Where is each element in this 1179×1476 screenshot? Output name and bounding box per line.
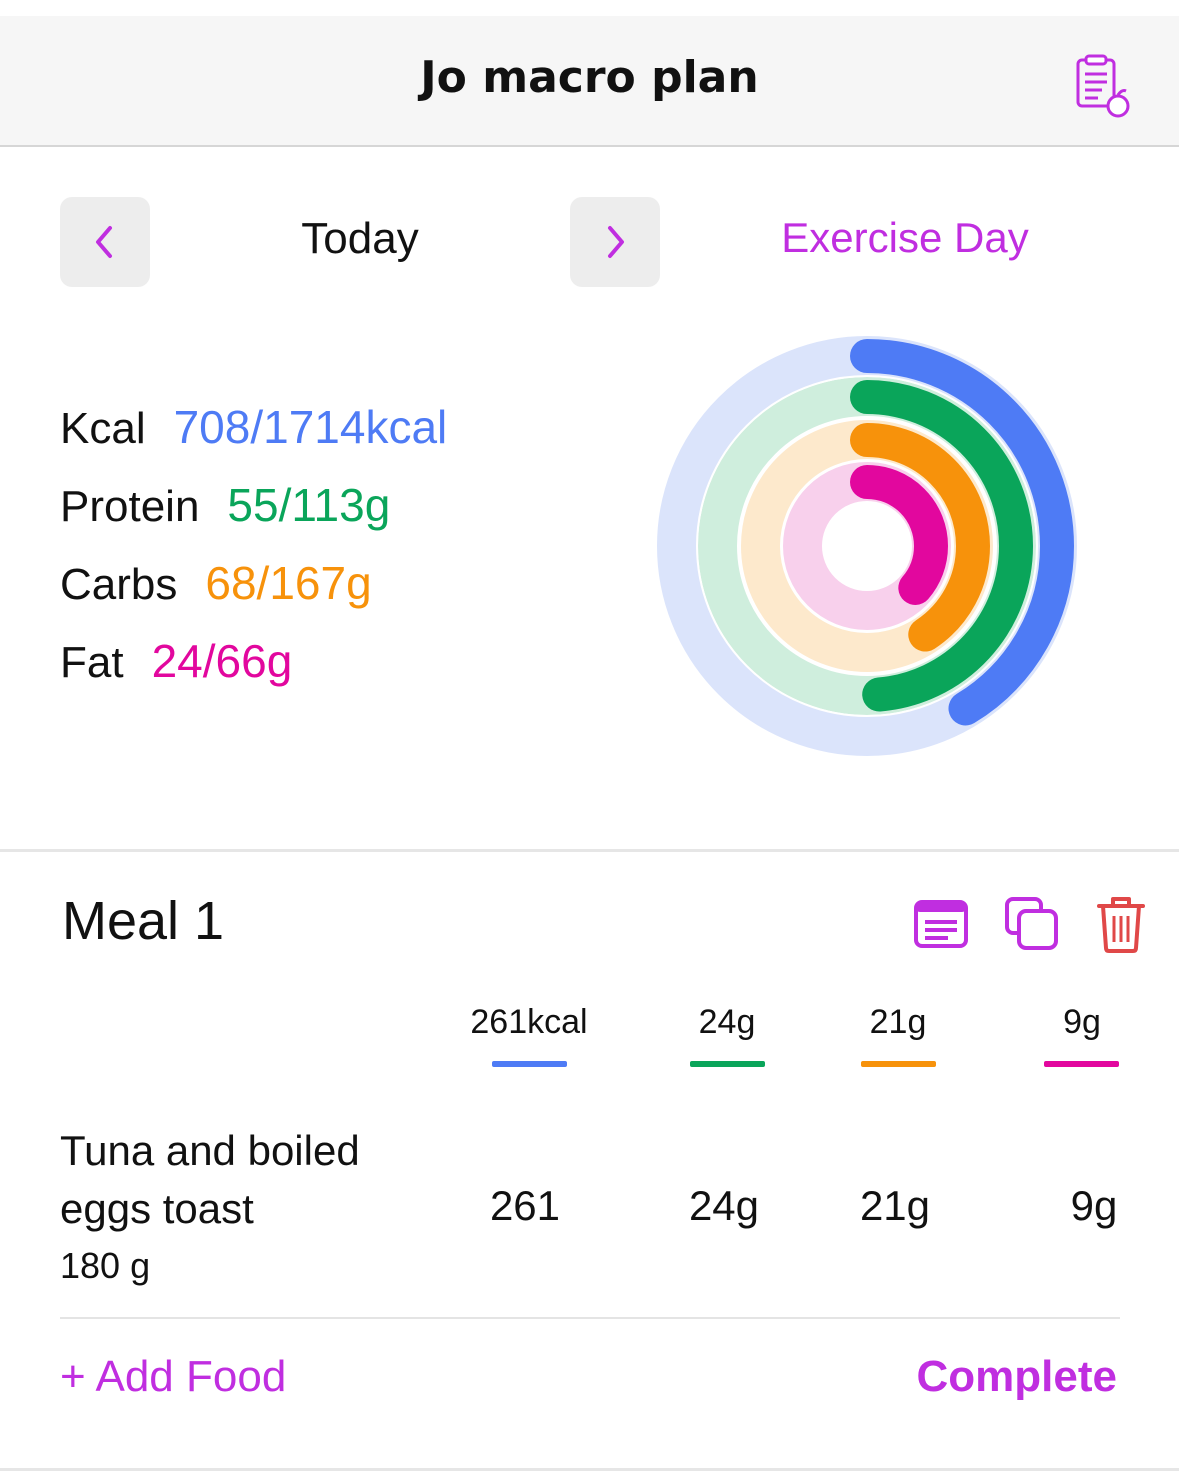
kcal-row: Kcal 708/1714kcal xyxy=(60,400,447,478)
chevron-left-icon xyxy=(96,226,112,258)
protein-ring-separator xyxy=(737,416,997,676)
carbs-ring-progress xyxy=(744,423,990,669)
carbs-row: Carbs 68/167g xyxy=(60,556,447,634)
protein-value: 55/113g xyxy=(227,479,391,531)
meal-total-fat: 9g xyxy=(1063,1003,1101,1041)
fat-column-bar xyxy=(1044,1061,1119,1067)
kcal-column-bar xyxy=(492,1061,567,1067)
current-day-label: Today xyxy=(301,214,419,263)
food-carbs: 21g xyxy=(859,1182,931,1229)
kcal-ring-progress xyxy=(660,339,1074,753)
carbs-column-bar xyxy=(861,1061,936,1067)
fat-value: 24/66g xyxy=(151,635,293,687)
food-quantity: 180 g xyxy=(60,1245,151,1286)
macro-progress-rings xyxy=(657,336,1077,756)
meal-total-protein: 24g xyxy=(698,1003,756,1041)
protein-row: Protein 55/113g xyxy=(60,478,447,556)
meal-title: Meal 1 xyxy=(62,891,225,951)
previous-day-button[interactable] xyxy=(60,197,150,287)
carbs-label: Carbs xyxy=(60,560,178,609)
fat-label: Fat xyxy=(60,638,124,687)
protein-column-bar xyxy=(690,1061,765,1067)
protein-label: Protein xyxy=(60,482,200,531)
food-protein: 24g xyxy=(688,1182,760,1229)
protein-ring-progress xyxy=(701,380,1033,712)
carbs-value: 68/167g xyxy=(205,557,372,609)
kcal-label: Kcal xyxy=(60,404,146,453)
kcal-value: 708/1714kcal xyxy=(173,401,448,453)
status-bar-area xyxy=(0,0,1179,16)
row-divider xyxy=(60,1317,1120,1319)
section-divider-bottom xyxy=(0,1468,1179,1471)
section-divider xyxy=(0,849,1179,852)
meal-total-kcal: 261kcal xyxy=(470,1003,588,1041)
macro-summary: Kcal 708/1714kcal Protein 55/113g Carbs … xyxy=(60,400,447,712)
fat-ring-progress xyxy=(786,465,948,627)
app-header: Jo macro plan xyxy=(0,16,1179,147)
food-name: Tuna and boiled eggs toast xyxy=(60,1127,360,1232)
fat-row: Fat 24/66g xyxy=(60,634,447,712)
duplicate-icon[interactable] xyxy=(1004,896,1060,957)
trash-icon[interactable] xyxy=(1096,894,1146,959)
food-kcal: 261 xyxy=(489,1182,561,1229)
add-food-button[interactable]: + Add Food xyxy=(60,1352,287,1401)
fat-ring-separator xyxy=(822,501,912,591)
meal-plan-icon[interactable] xyxy=(1072,54,1134,126)
notes-icon[interactable] xyxy=(914,898,968,955)
food-fat: 9g xyxy=(1070,1182,1118,1229)
carbs-ring-separator xyxy=(780,459,954,633)
kcal-ring-separator xyxy=(696,375,1038,717)
chevron-right-icon xyxy=(608,226,624,258)
day-type-selector[interactable]: Exercise Day xyxy=(781,214,1029,261)
next-day-button[interactable] xyxy=(570,197,660,287)
page-title: Jo macro plan xyxy=(420,52,759,103)
complete-meal-button[interactable]: Complete xyxy=(916,1352,1117,1401)
meal-total-carbs: 21g xyxy=(869,1003,927,1041)
